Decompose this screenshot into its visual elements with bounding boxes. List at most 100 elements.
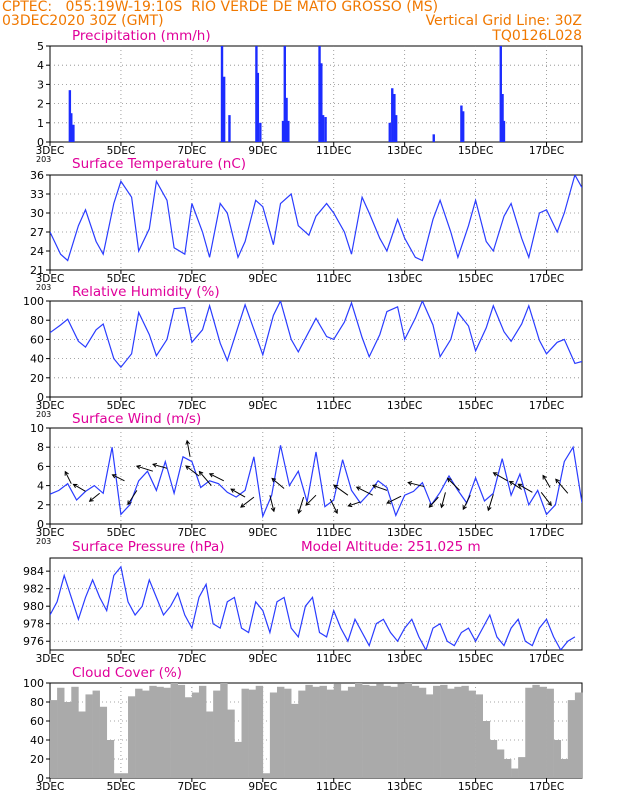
cloud-bar bbox=[447, 688, 455, 778]
precipitation-ytick-label: 4 bbox=[37, 59, 44, 72]
humidity-xtick-label: 15DEC bbox=[458, 400, 493, 412]
wind-vector-head bbox=[508, 480, 514, 486]
cloud-bar bbox=[198, 685, 207, 778]
wind-vector bbox=[329, 498, 338, 514]
humidity-xtick-label: 3DEC bbox=[36, 400, 65, 412]
cloud-bar bbox=[461, 685, 469, 778]
wind-vector bbox=[493, 472, 508, 482]
precipitation-bar bbox=[283, 46, 286, 142]
humidity-ytick-label: 20 bbox=[30, 372, 44, 385]
cloud-bar bbox=[319, 685, 327, 778]
temperature-xtick-label: 3DEC bbox=[36, 273, 65, 285]
humidity-ytick-label: 80 bbox=[30, 314, 44, 327]
wind-vector bbox=[509, 481, 522, 490]
wind-vector bbox=[64, 471, 72, 484]
cloud-ytick-label: 20 bbox=[30, 753, 44, 766]
temperature-ytick-label: 27 bbox=[30, 226, 44, 239]
wind-vector bbox=[305, 494, 317, 506]
precipitation-bar bbox=[388, 122, 391, 142]
wind-vector bbox=[186, 440, 191, 457]
precipitation-bar bbox=[393, 94, 396, 142]
wind-vector-head bbox=[208, 473, 214, 478]
wind-xtick-label: 15DEC bbox=[458, 527, 493, 539]
pressure-xtick-label: 13DEC bbox=[387, 653, 422, 665]
cloud-bar bbox=[241, 688, 249, 778]
precipitation-panel: 0 1 2 3 4 5 3DEC 5DEC 7DEC 9DEC 11DEC 13DEC 15DEC 17D… bbox=[36, 28, 583, 164]
humidity-title: Relative Humidity (%) bbox=[72, 284, 220, 300]
precipitation-bar bbox=[220, 46, 224, 142]
wind-xtick-label: 11DEC bbox=[316, 527, 351, 539]
cloud-bar bbox=[355, 683, 363, 778]
pressure-ytick-label: 982 bbox=[23, 583, 44, 596]
precipitation-bar bbox=[501, 94, 504, 142]
wind-vector bbox=[152, 463, 168, 469]
cloud-bar bbox=[142, 690, 150, 778]
precipitation-ytick-label: 2 bbox=[37, 98, 44, 111]
cloud-bar bbox=[220, 683, 228, 778]
precipitation-ytick-label: 3 bbox=[37, 78, 44, 91]
wind-vector-head bbox=[492, 472, 498, 477]
wind-vector bbox=[209, 473, 225, 482]
pressure-xtick-label: 9DEC bbox=[248, 653, 277, 665]
wind-vector bbox=[555, 478, 569, 494]
precipitation-bar bbox=[255, 46, 258, 142]
wind-vector bbox=[487, 494, 494, 511]
cloud-bar bbox=[106, 740, 115, 778]
wind-vector-head bbox=[270, 507, 276, 513]
model-id: TQ0126L028 bbox=[492, 28, 582, 44]
wind-ytick-label: 6 bbox=[37, 460, 44, 473]
pressure-xtick-label: 17DEC bbox=[529, 653, 564, 665]
precipitation-xtick-label: 11DEC bbox=[316, 145, 351, 157]
wind-vector bbox=[240, 496, 255, 508]
cloud-ytick-label: 0 bbox=[37, 772, 44, 785]
pressure-ytick-label: 976 bbox=[23, 635, 44, 648]
pressure-subtitle: Model Altitude: 251.025 m bbox=[301, 539, 481, 555]
wind-title: Surface Wind (m/s) bbox=[72, 411, 201, 427]
wind-vector-head bbox=[111, 474, 117, 479]
wind-xtick-label: 9DEC bbox=[248, 527, 277, 539]
wind-series-line bbox=[50, 445, 582, 519]
cloud-bar bbox=[411, 685, 420, 778]
precipitation-bar bbox=[320, 63, 323, 142]
wind-vector-head bbox=[88, 497, 94, 502]
cloud-bar bbox=[560, 759, 569, 778]
wind-ytick-label: 4 bbox=[37, 480, 44, 493]
cloud-bar bbox=[397, 683, 405, 778]
cloud-bar bbox=[262, 773, 271, 778]
cloud-bar bbox=[298, 690, 306, 778]
wind-vector-head bbox=[355, 486, 361, 491]
cloud-bar bbox=[418, 687, 427, 778]
temperature-series-line bbox=[50, 175, 582, 262]
cloud-bar bbox=[284, 688, 292, 778]
temperature-xtick-label: 7DEC bbox=[177, 273, 206, 285]
wind-vector-head bbox=[487, 506, 492, 512]
humidity-xstub: 203 bbox=[36, 410, 51, 419]
wind-vector-head bbox=[446, 477, 452, 483]
cloud-bar bbox=[248, 689, 257, 778]
wind-xtick-label: 13DEC bbox=[387, 527, 422, 539]
wind-vector-head bbox=[386, 499, 392, 504]
temperature-xtick-label: 17DEC bbox=[529, 273, 564, 285]
precipitation-xstub: 203 bbox=[36, 155, 51, 164]
cloud-ytick-label: 80 bbox=[30, 696, 44, 709]
pressure-series-line bbox=[50, 565, 576, 650]
wind-vector-head bbox=[371, 484, 377, 489]
cloud-bar bbox=[50, 700, 58, 778]
cloud-bar bbox=[120, 773, 129, 778]
cloud-bar bbox=[390, 686, 398, 778]
wind-vector bbox=[73, 483, 86, 492]
wind-vector bbox=[348, 501, 361, 507]
cloud-bar bbox=[475, 694, 483, 778]
precipitation-bar bbox=[70, 113, 73, 142]
cloud-panel: 0 20 40 60 80 100 3DEC 5DEC 7DEC 9DEC 11DEC 13DEC 15… bbox=[23, 665, 583, 793]
cloud-bar bbox=[92, 690, 100, 778]
cloud-bar bbox=[496, 749, 505, 778]
cloud-bar bbox=[149, 685, 157, 778]
cloud-bar bbox=[404, 683, 413, 778]
precipitation-xtick-label: 17DEC bbox=[529, 145, 564, 157]
humidity-ytick-label: 0 bbox=[37, 391, 44, 404]
wind-vector-head bbox=[297, 509, 302, 515]
wind-vector bbox=[540, 492, 552, 506]
wind-vector bbox=[185, 465, 200, 477]
cloud-bar bbox=[135, 688, 143, 778]
